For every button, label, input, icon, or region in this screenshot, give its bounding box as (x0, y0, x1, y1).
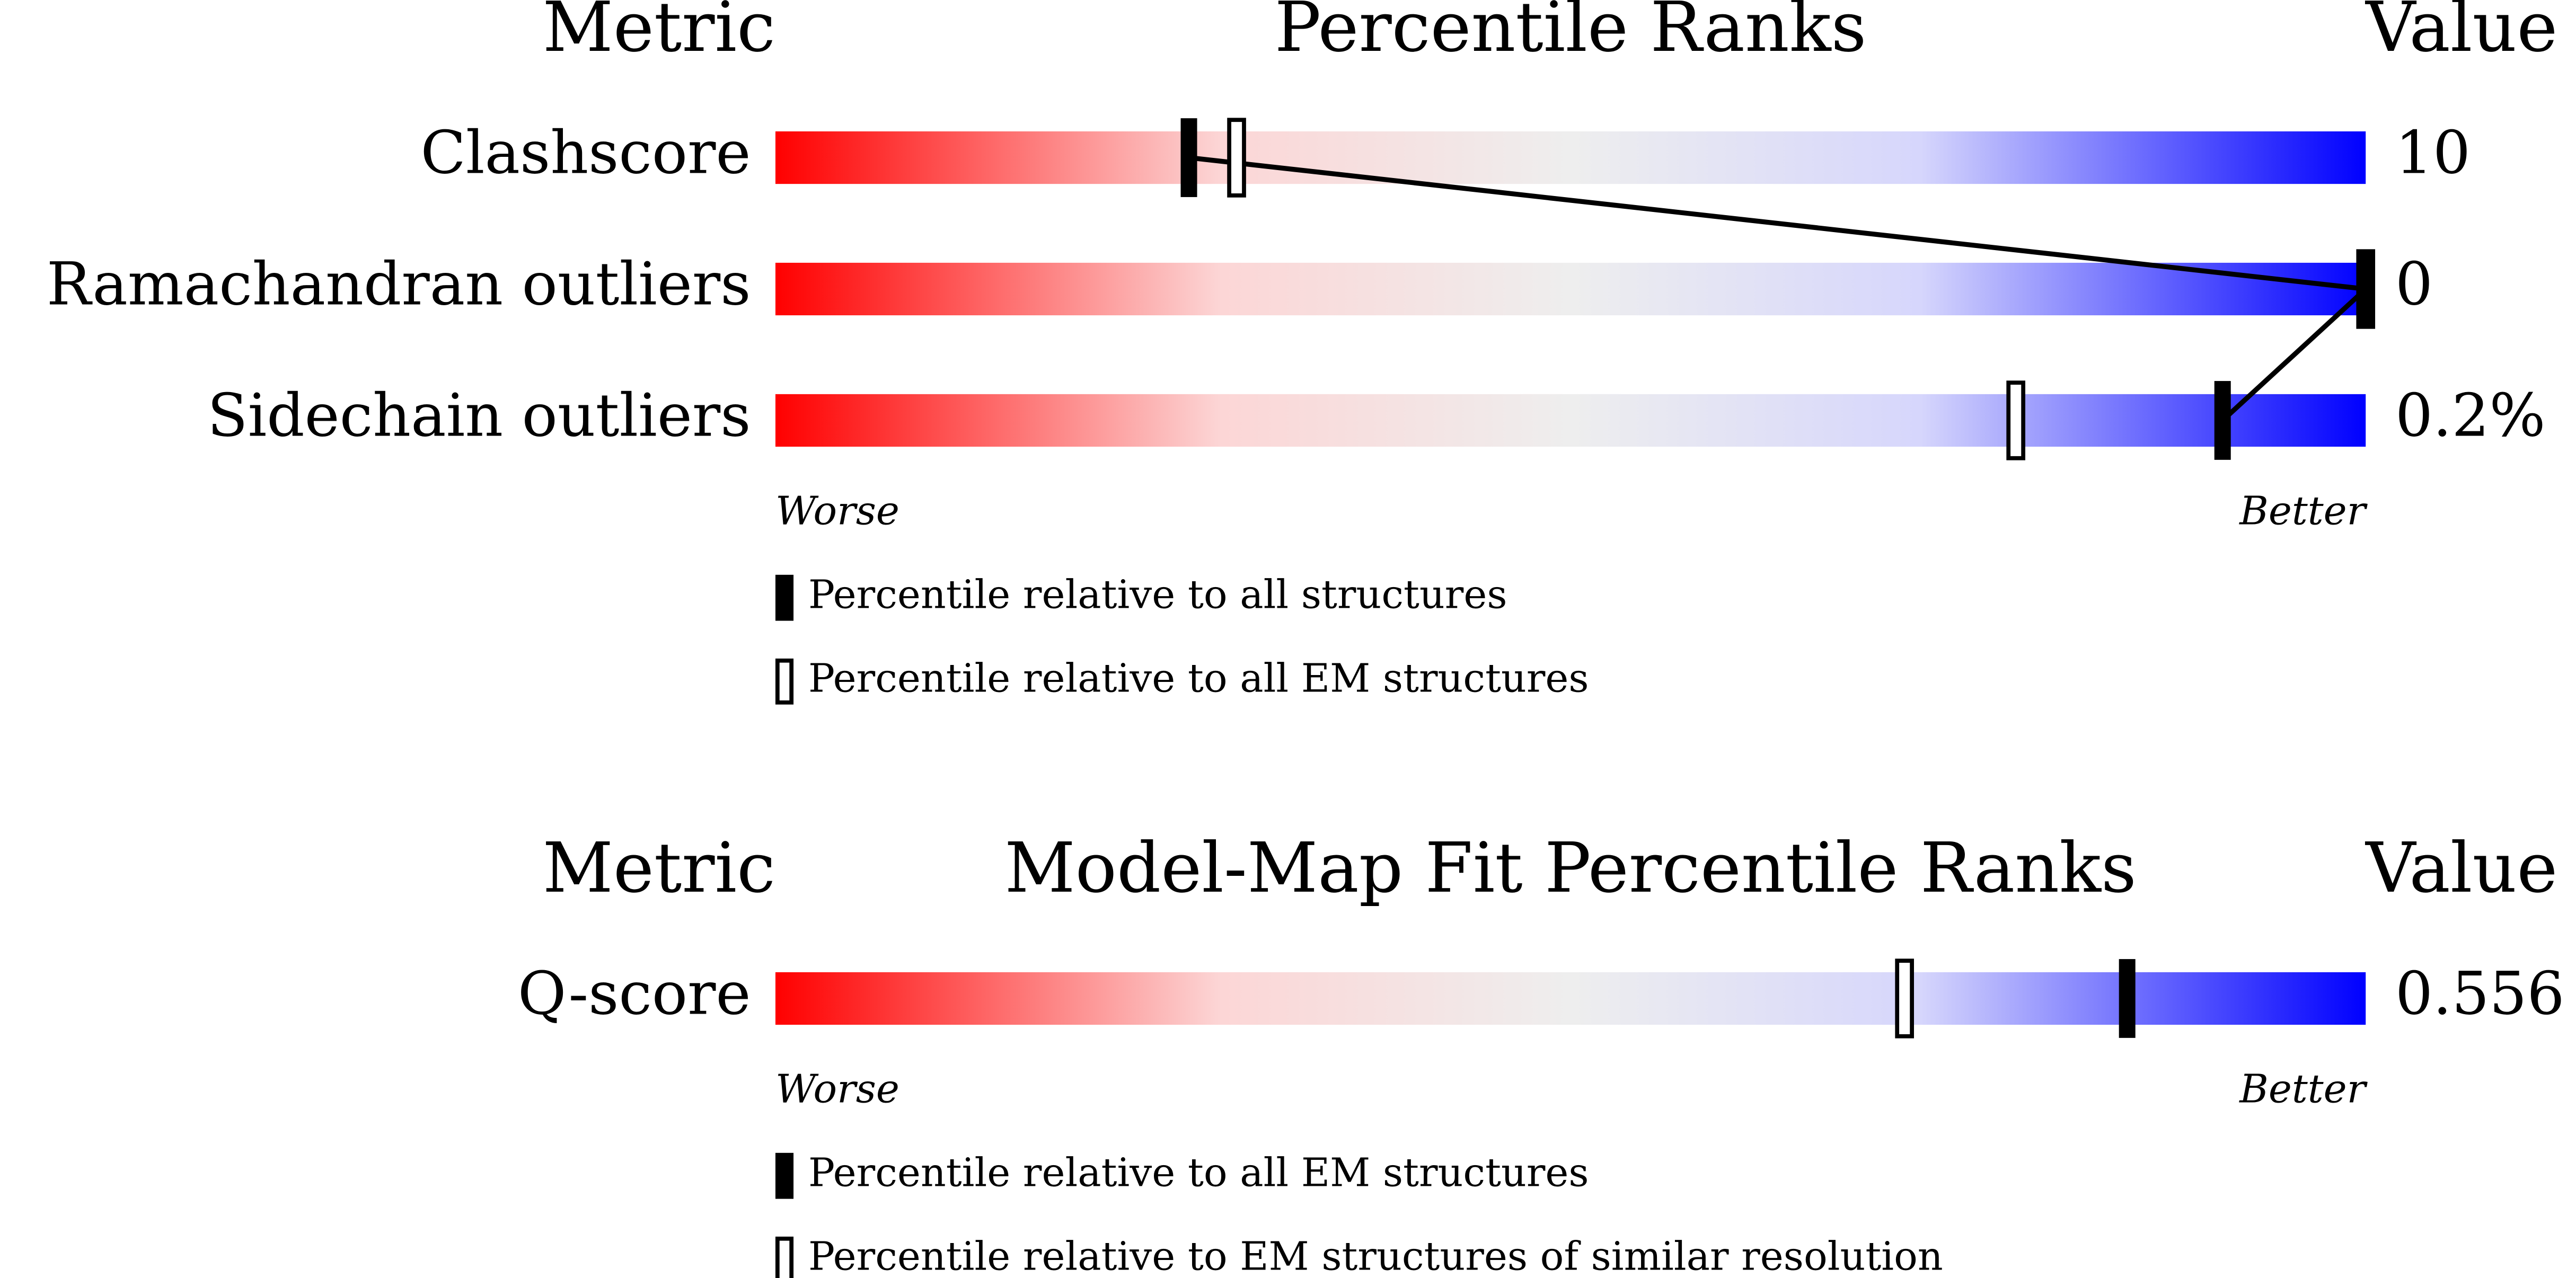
percentile-marker-outline (1227, 118, 1246, 198)
percentile-marker-outline (1895, 958, 1914, 1039)
metric-value: 0 (2395, 250, 2433, 319)
percentile-bar (775, 972, 2366, 1025)
metric-header: Metric (543, 0, 775, 67)
value-header: Value (2365, 0, 2557, 67)
worse-label: Worse (775, 488, 899, 534)
percentile-bar (775, 394, 2366, 447)
legend-label: Percentile relative to EM structures of … (808, 1233, 1943, 1278)
percentile-bar (775, 262, 2366, 316)
legend-swatch (775, 658, 794, 705)
legend-swatch (775, 1152, 794, 1199)
worse-label: Worse (775, 1066, 899, 1112)
panel-title: Model-Map Fit Percentile Ranks (1004, 828, 2137, 908)
better-label: Better (2238, 488, 2368, 534)
better-label: Better (2238, 1066, 2368, 1112)
value-header: Value (2365, 828, 2557, 908)
legend-label: Percentile relative to all EM structures (808, 1150, 1589, 1196)
metric-label: Sidechain outliers (207, 381, 751, 450)
metric-value: 0.556 (2395, 959, 2564, 1028)
percentile-bar (775, 131, 2366, 184)
legend-swatch (775, 574, 794, 621)
metric-value: 10 (2395, 119, 2471, 188)
panel-title: Percentile Ranks (1275, 0, 1867, 67)
metric-value: 0.2% (2395, 381, 2545, 450)
percentile-marker (2357, 250, 2374, 329)
percentile-marker (2119, 959, 2136, 1038)
metric-header: Metric (543, 828, 775, 908)
legend-swatch (775, 1236, 794, 1278)
percentile-marker (1180, 118, 1197, 197)
metric-label: Clashscore (420, 119, 751, 188)
legend-label: Percentile relative to all EM structures (808, 655, 1589, 702)
percentile-marker-outline (2006, 380, 2026, 460)
metric-label: Q-score (518, 959, 751, 1028)
percentile-marker (2214, 381, 2231, 460)
metric-label: Ramachandran outliers (47, 250, 751, 319)
legend-label: Percentile relative to all structures (808, 572, 1507, 618)
